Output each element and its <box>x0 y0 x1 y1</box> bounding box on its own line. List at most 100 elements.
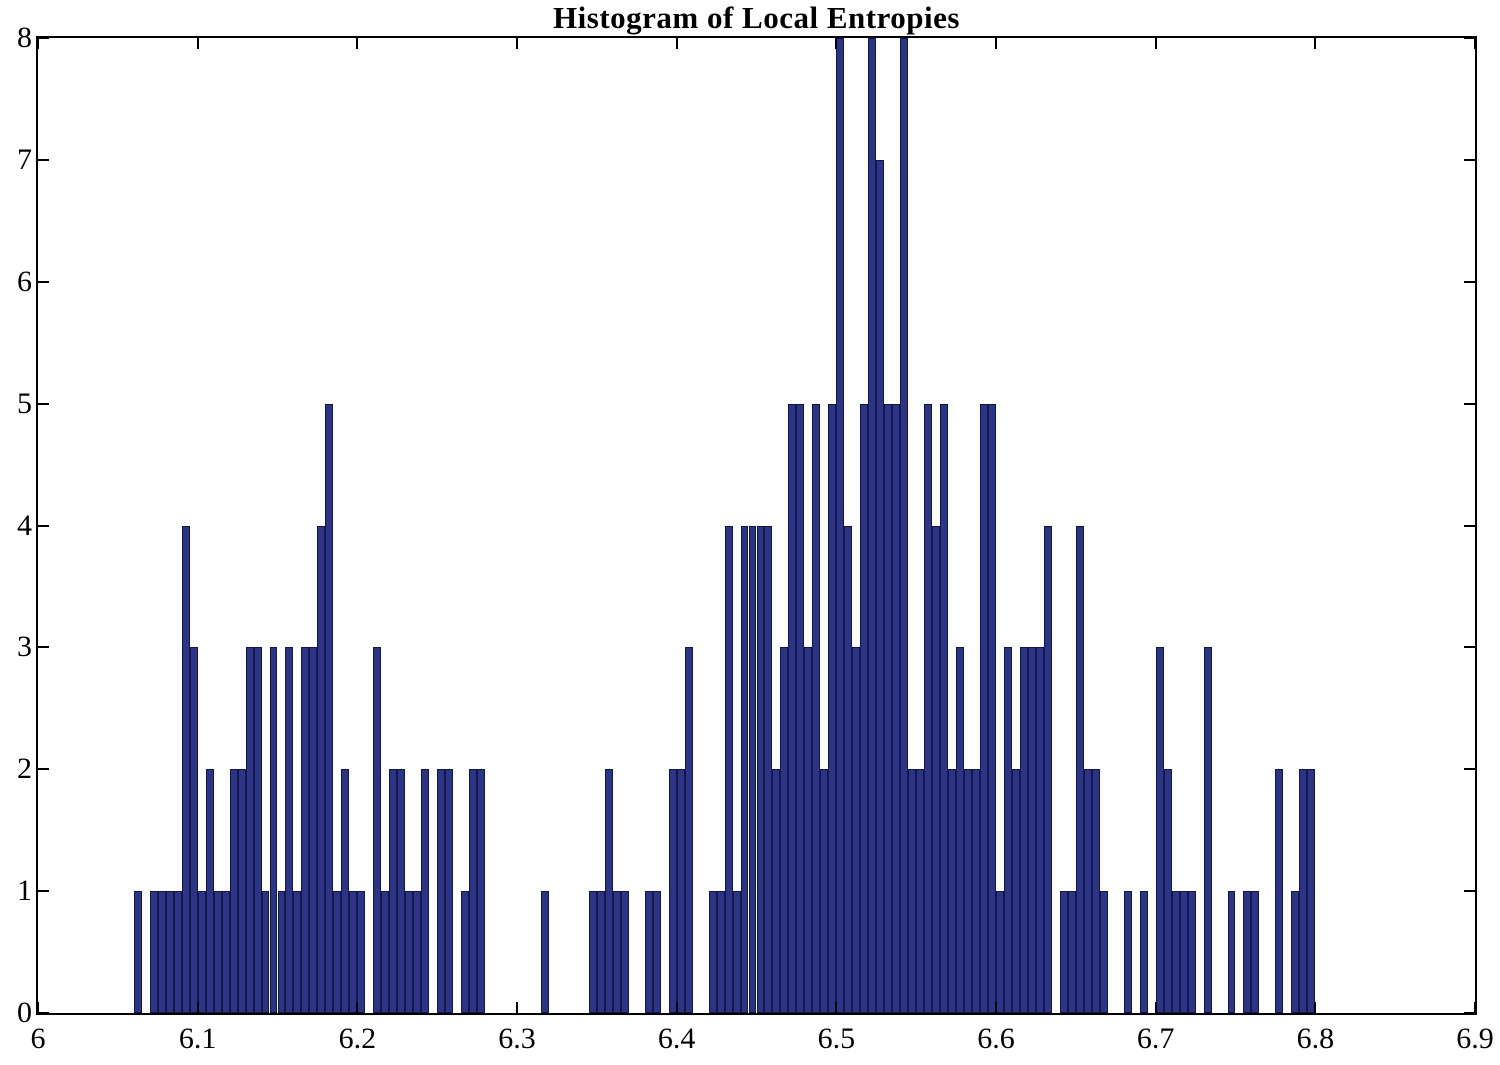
histogram-bar <box>780 647 789 1013</box>
y-tick <box>38 768 49 771</box>
x-tick <box>37 38 39 49</box>
histogram-bar <box>301 647 310 1013</box>
x-tick-label: 6.6 <box>977 1022 1015 1055</box>
histogram-bar <box>956 647 965 1013</box>
histogram-bar <box>189 647 198 1013</box>
histogram-bar <box>325 403 334 1013</box>
histogram-bar <box>796 403 805 1013</box>
histogram-bar <box>1043 525 1052 1013</box>
y-tick <box>1464 1012 1475 1014</box>
histogram-bar <box>1019 647 1028 1013</box>
histogram-bar <box>421 769 430 1013</box>
histogram-bar <box>237 769 246 1013</box>
histogram-bar <box>213 891 222 1013</box>
histogram-bar <box>884 403 893 1013</box>
y-tick-label: 6 <box>17 264 32 298</box>
histogram-bar <box>868 38 877 1013</box>
histogram-bar <box>309 647 318 1013</box>
y-tick <box>1464 890 1475 893</box>
histogram-bar <box>1091 769 1100 1013</box>
histogram-bar <box>1163 769 1172 1013</box>
histogram-bar <box>1251 891 1260 1013</box>
histogram-bar <box>253 647 262 1013</box>
y-tick-label: 7 <box>17 142 32 176</box>
histogram-bar <box>1123 891 1132 1013</box>
histogram-bar <box>972 769 981 1013</box>
x-tick <box>835 1002 838 1013</box>
y-tick <box>38 280 49 283</box>
histogram-bar <box>157 891 166 1013</box>
y-tick <box>1464 37 1475 39</box>
histogram-bar <box>716 891 725 1013</box>
x-tick <box>675 38 678 49</box>
histogram-bar <box>269 647 278 1013</box>
histogram-bar <box>373 647 382 1013</box>
histogram-bar <box>221 891 230 1013</box>
y-tick <box>1464 768 1475 771</box>
histogram-bar <box>932 525 941 1013</box>
histogram-bar <box>756 525 765 1013</box>
histogram-bar <box>812 403 821 1013</box>
x-tick <box>516 1002 518 1013</box>
histogram-bar <box>988 403 996 1013</box>
histogram-bar <box>1155 647 1164 1013</box>
y-tick-label: 5 <box>17 386 32 420</box>
histogram-bar <box>333 891 342 1013</box>
histogram-bar <box>764 525 773 1013</box>
histogram-bar <box>1203 647 1212 1013</box>
x-tick <box>196 38 199 49</box>
y-tick <box>1464 280 1475 283</box>
histogram-bar <box>461 891 470 1013</box>
histogram-bar <box>405 891 414 1013</box>
histogram-bar <box>1099 891 1108 1013</box>
histogram-bar <box>1011 769 1020 1013</box>
x-tick <box>675 1002 678 1013</box>
histogram-bar <box>748 525 757 1013</box>
x-tick <box>1314 1002 1317 1013</box>
x-tick <box>196 1002 199 1013</box>
histogram-bar <box>652 891 661 1013</box>
x-tick-label: 6 <box>30 1022 46 1055</box>
y-tick <box>38 646 49 649</box>
y-tick <box>38 890 49 893</box>
histogram-bar <box>1299 769 1308 1013</box>
histogram-bar <box>788 403 797 1013</box>
x-tick-label: 6.4 <box>657 1022 696 1055</box>
histogram-bar <box>852 647 861 1013</box>
histogram-bar <box>1027 647 1036 1013</box>
x-tick <box>37 1002 39 1013</box>
y-tick-label: 3 <box>17 630 32 664</box>
histogram-bar <box>445 769 454 1013</box>
x-tick-label: 6.8 <box>1296 1022 1335 1055</box>
histogram-bar <box>708 891 717 1013</box>
histogram-bar <box>892 403 901 1013</box>
x-tick-label: 6.7 <box>1136 1022 1175 1055</box>
histogram-bar <box>908 769 917 1013</box>
histogram-bar <box>133 891 142 1013</box>
histogram-bar <box>948 769 957 1013</box>
y-tick <box>1464 646 1475 649</box>
histogram-bar <box>245 647 254 1013</box>
y-tick <box>1464 524 1475 527</box>
histogram-bar <box>668 769 677 1013</box>
histogram-bar <box>740 525 749 1013</box>
histogram-bar <box>229 769 238 1013</box>
histogram-bar <box>620 891 629 1013</box>
x-tick-label: 6.2 <box>338 1022 377 1055</box>
histogram-bar <box>604 769 613 1013</box>
x-tick-label: 6.3 <box>498 1022 536 1055</box>
histogram-bar <box>1067 891 1076 1013</box>
histogram-bar <box>900 38 909 1013</box>
histogram-bar <box>477 769 486 1013</box>
histogram-bar <box>293 891 302 1013</box>
histogram-bar <box>1187 891 1196 1013</box>
histogram-bar <box>1171 891 1180 1013</box>
histogram-bar <box>1083 769 1092 1013</box>
x-tick <box>356 38 359 49</box>
histogram-bar <box>964 769 973 1013</box>
histogram-bar <box>916 769 925 1013</box>
x-tick-label: 6.1 <box>178 1022 217 1055</box>
histogram-bar <box>844 525 853 1013</box>
y-tick-label: 2 <box>17 752 32 786</box>
histogram-bar <box>413 891 422 1013</box>
